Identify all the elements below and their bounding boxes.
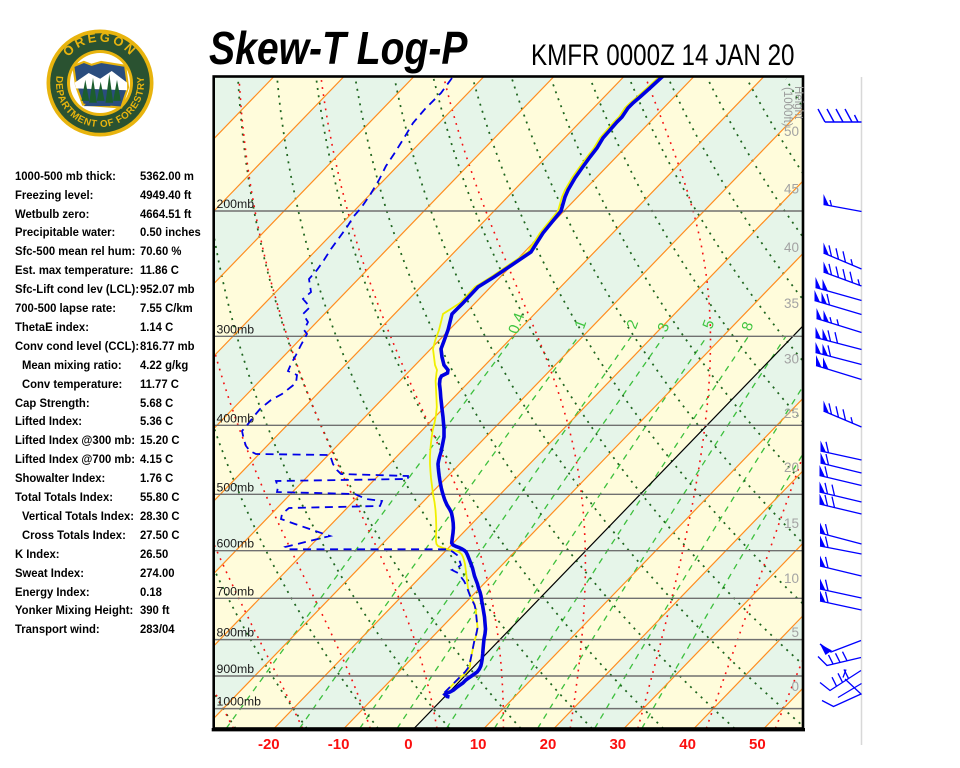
svg-text:1000mb: 1000mb xyxy=(217,695,262,709)
svg-text:40: 40 xyxy=(784,240,799,255)
svg-text:0.4: 0.4 xyxy=(505,311,528,336)
svg-text:35: 35 xyxy=(784,296,799,311)
svg-text:800mb: 800mb xyxy=(217,626,255,640)
svg-text:30: 30 xyxy=(609,736,626,753)
svg-text:20: 20 xyxy=(784,460,799,475)
svg-text:50: 50 xyxy=(749,736,766,753)
svg-text:30: 30 xyxy=(784,352,799,367)
svg-text:(1000ft): (1000ft) xyxy=(781,87,793,127)
svg-text:40: 40 xyxy=(679,736,696,753)
svg-text:500mb: 500mb xyxy=(217,480,255,494)
svg-text:700mb: 700mb xyxy=(217,584,255,598)
svg-text:45: 45 xyxy=(784,182,799,197)
svg-text:-10: -10 xyxy=(328,736,350,753)
svg-text:0: 0 xyxy=(404,736,412,753)
svg-text:600mb: 600mb xyxy=(217,537,255,551)
svg-text:25: 25 xyxy=(784,406,799,421)
svg-text:900mb: 900mb xyxy=(217,662,255,676)
svg-text:10: 10 xyxy=(470,736,487,753)
svg-text:400mb: 400mb xyxy=(217,411,255,425)
svg-text:Height: Height xyxy=(792,86,804,120)
svg-text:15: 15 xyxy=(784,516,799,531)
svg-text:0: 0 xyxy=(791,679,799,694)
svg-text:10: 10 xyxy=(784,571,799,586)
svg-text:20: 20 xyxy=(540,736,557,753)
svg-text:300mb: 300mb xyxy=(217,322,255,336)
svg-text:-20: -20 xyxy=(258,736,280,753)
svg-text:50: 50 xyxy=(784,124,799,139)
svg-text:200mb: 200mb xyxy=(217,197,255,211)
svg-text:5: 5 xyxy=(791,625,799,640)
